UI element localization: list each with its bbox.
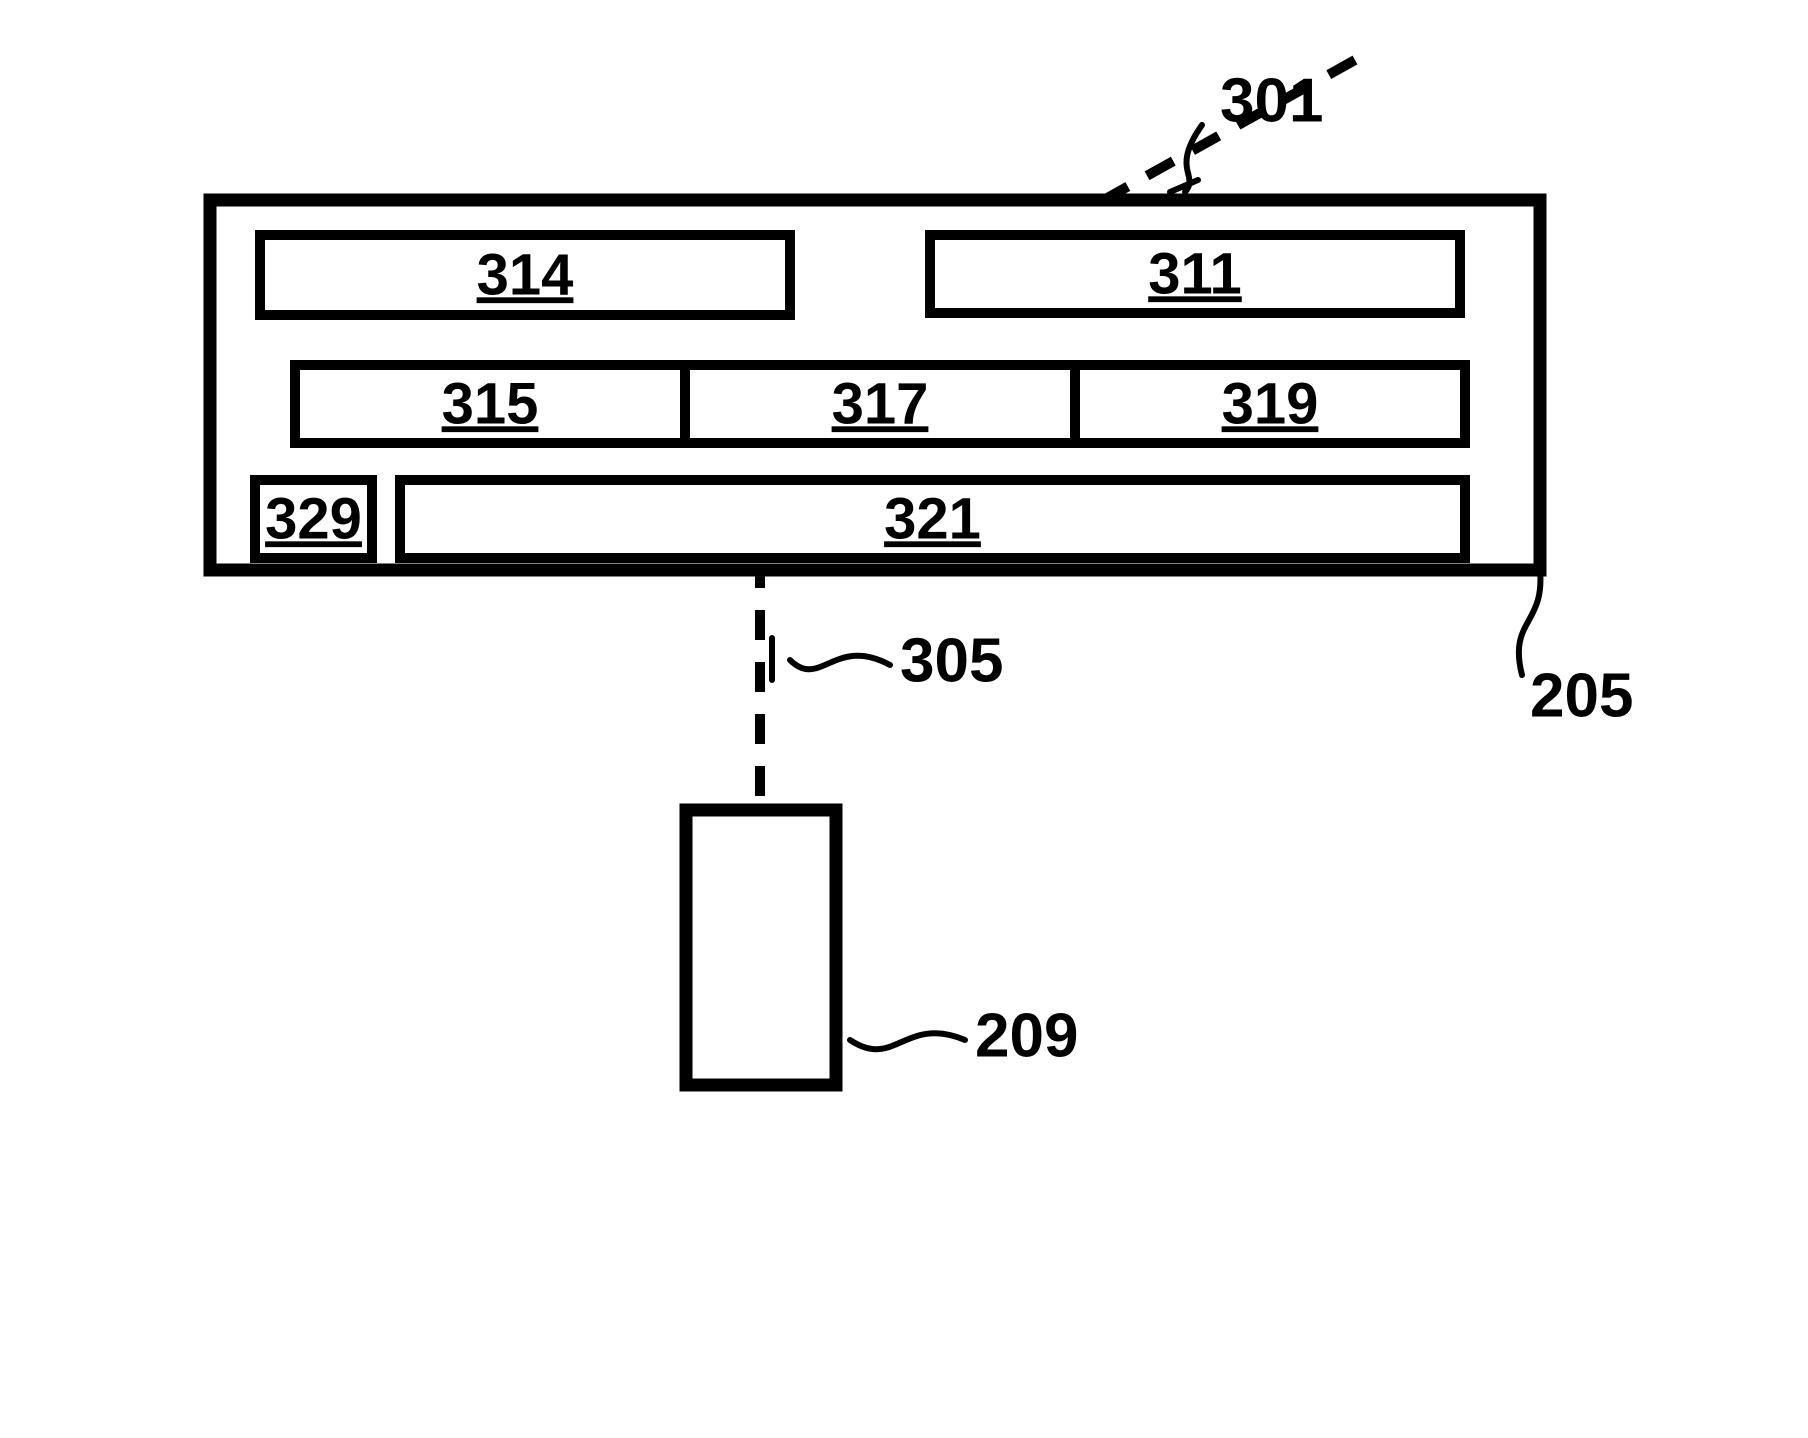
- callout-301: 301: [1170, 66, 1323, 192]
- block-314: 314: [260, 235, 790, 315]
- block-209: [686, 810, 836, 1085]
- callout-label-305: 305: [900, 626, 1003, 695]
- callout-label-301: 301: [1220, 66, 1323, 135]
- callout-205: 205: [1519, 570, 1634, 730]
- callout-305: 305: [772, 626, 1003, 695]
- block-label-329: 329: [265, 486, 362, 551]
- block-label-321: 321: [884, 486, 981, 551]
- callout-leader: [1519, 570, 1541, 675]
- block-label-315: 315: [442, 371, 539, 436]
- block-label-317: 317: [832, 371, 929, 436]
- block-329: 329: [255, 480, 372, 558]
- block-319: 319: [1075, 365, 1465, 443]
- block-label-319: 319: [1222, 371, 1319, 436]
- callout-label-209: 209: [975, 1001, 1078, 1070]
- block-label-314: 314: [477, 242, 574, 307]
- block-321: 321: [400, 480, 1465, 558]
- block-315: 315: [295, 365, 685, 443]
- callout-label-205: 205: [1530, 661, 1633, 730]
- block-317: 317: [685, 365, 1075, 443]
- callout-leader: [790, 656, 890, 670]
- callout-leader: [850, 1033, 965, 1049]
- callout-209: 209: [836, 1001, 1078, 1070]
- block-label-311: 311: [1148, 241, 1242, 306]
- block-311: 311: [930, 235, 1460, 313]
